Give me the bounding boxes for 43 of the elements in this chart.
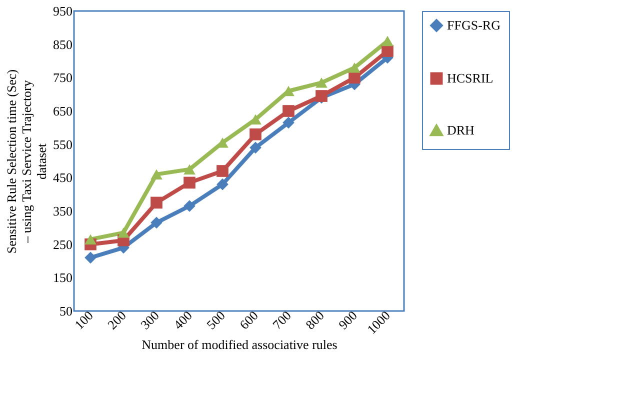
y-tick-label: 350 <box>53 204 72 218</box>
point <box>184 164 196 174</box>
y-tick-label: 450 <box>53 170 72 186</box>
x-tick-label: 400 <box>170 308 195 332</box>
point <box>84 252 96 264</box>
point <box>184 200 196 212</box>
point <box>382 45 394 57</box>
point <box>282 105 294 117</box>
x-tick-label: 500 <box>204 308 228 332</box>
point <box>316 78 328 88</box>
x-tick-label: 100 <box>72 308 96 332</box>
legend-label: FFGS-RG <box>447 18 500 32</box>
point <box>150 169 162 180</box>
point <box>282 116 294 129</box>
x-tick-label: 200 <box>104 308 129 332</box>
x-tick-label: 900 <box>336 308 360 332</box>
x-tick-label: 800 <box>302 308 327 332</box>
y-axis-title: Sensitive Rule Selection time (Sec) – using Taxi Service Trajectory dataset <box>4 69 49 254</box>
y-tick-label: 50 <box>60 304 72 318</box>
x-tick-label: 600 <box>236 308 261 332</box>
y-tick-label: 550 <box>53 136 72 152</box>
y-tick-label: 950 <box>53 4 72 18</box>
y-tick-label: 750 <box>53 70 72 86</box>
point <box>184 176 196 189</box>
point <box>382 36 394 46</box>
point <box>216 165 228 177</box>
y-tick-label: 250 <box>53 236 72 252</box>
point <box>84 234 96 244</box>
point <box>348 62 360 73</box>
point <box>250 128 262 140</box>
point <box>250 142 262 154</box>
legend-label: DRH <box>447 122 474 138</box>
x-axis-title: Number of modified associative rules <box>142 336 338 352</box>
x-tick-label: 300 <box>138 308 162 332</box>
y-tick-label: 850 <box>53 36 72 52</box>
y-tick-label: 150 <box>53 270 72 286</box>
point <box>150 196 162 209</box>
point <box>150 216 162 229</box>
point <box>118 228 130 238</box>
legend-label: HCSRIL <box>447 70 494 86</box>
y-tick-label: 650 <box>53 104 72 118</box>
x-tick-label: 700 <box>270 308 294 332</box>
point <box>216 178 228 190</box>
